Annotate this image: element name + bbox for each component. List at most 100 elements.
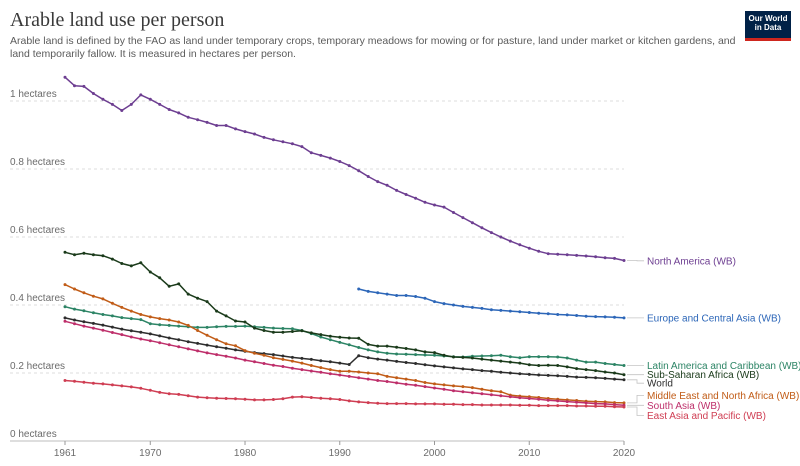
data-point[interactable] [433, 386, 436, 390]
data-point[interactable] [205, 325, 209, 329]
data-point[interactable] [423, 350, 427, 354]
data-point[interactable] [196, 118, 200, 122]
data-point[interactable] [186, 292, 190, 296]
data-point[interactable] [243, 349, 247, 353]
data-point[interactable] [527, 311, 531, 314]
data-point[interactable] [224, 346, 228, 350]
data-point[interactable] [527, 246, 531, 250]
data-point[interactable] [404, 402, 408, 406]
data-point[interactable] [63, 305, 67, 309]
data-point[interactable] [139, 261, 143, 265]
data-point[interactable] [357, 354, 361, 358]
data-point[interactable] [594, 360, 598, 364]
data-point[interactable] [556, 355, 560, 359]
data-point[interactable] [565, 400, 569, 404]
data-point[interactable] [110, 102, 114, 106]
data-point[interactable] [253, 326, 256, 330]
data-point[interactable] [395, 188, 399, 192]
data-point[interactable] [177, 338, 181, 342]
data-point[interactable] [177, 282, 181, 286]
data-point[interactable] [565, 253, 569, 257]
data-point[interactable] [347, 164, 351, 168]
series-line[interactable] [64, 379, 625, 408]
data-point[interactable] [565, 313, 569, 317]
data-point[interactable] [139, 93, 143, 97]
data-point[interactable] [518, 356, 522, 360]
series-line[interactable] [64, 305, 625, 367]
data-point[interactable] [101, 254, 105, 258]
data-point[interactable] [622, 259, 626, 262]
data-point[interactable] [129, 264, 133, 268]
data-point[interactable] [196, 395, 200, 399]
data-point[interactable] [177, 392, 181, 396]
data-point[interactable] [423, 363, 427, 367]
data-point[interactable] [575, 400, 579, 404]
data-point[interactable] [271, 330, 275, 334]
data-point[interactable] [63, 283, 67, 287]
data-point[interactable] [499, 370, 503, 374]
data-point[interactable] [167, 343, 171, 347]
data-point[interactable] [290, 395, 294, 399]
data-point[interactable] [82, 320, 86, 324]
series-7[interactable] [63, 379, 626, 409]
data-point[interactable] [338, 398, 342, 401]
data-point[interactable] [243, 324, 247, 328]
data-point[interactable] [129, 309, 133, 313]
series-3[interactable] [63, 250, 626, 377]
data-point[interactable] [546, 404, 550, 408]
data-point[interactable] [347, 374, 351, 378]
data-point[interactable] [518, 372, 522, 376]
data-point[interactable] [594, 369, 598, 373]
data-point[interactable] [129, 329, 133, 333]
data-point[interactable] [537, 355, 541, 359]
data-point[interactable] [499, 403, 503, 407]
data-point[interactable] [414, 383, 418, 387]
data-point[interactable] [594, 376, 598, 380]
data-point[interactable] [461, 367, 465, 371]
data-point[interactable] [205, 343, 209, 347]
data-point[interactable] [281, 354, 285, 358]
data-point[interactable] [215, 124, 219, 127]
data-point[interactable] [148, 315, 152, 319]
data-point[interactable] [357, 336, 361, 340]
data-point[interactable] [537, 397, 541, 401]
data-point[interactable] [480, 369, 484, 373]
data-point[interactable] [442, 402, 446, 406]
data-point[interactable] [300, 395, 304, 399]
data-point[interactable] [489, 389, 493, 393]
data-point[interactable] [290, 142, 294, 146]
data-point[interactable] [338, 369, 342, 373]
data-point[interactable] [120, 109, 124, 112]
data-point[interactable] [442, 205, 446, 209]
data-point[interactable] [129, 317, 133, 321]
data-point[interactable] [253, 398, 256, 402]
data-point[interactable] [167, 323, 171, 327]
data-point[interactable] [527, 403, 531, 407]
data-point[interactable] [205, 396, 209, 400]
series-line[interactable] [64, 76, 625, 262]
data-point[interactable] [91, 294, 95, 298]
data-point[interactable] [253, 360, 256, 364]
data-point[interactable] [63, 316, 67, 320]
data-point[interactable] [518, 396, 522, 400]
data-point[interactable] [91, 253, 95, 257]
data-point[interactable] [499, 359, 503, 363]
data-point[interactable] [470, 356, 474, 360]
data-point[interactable] [338, 373, 342, 377]
data-point[interactable] [395, 376, 399, 380]
data-point[interactable] [110, 383, 114, 387]
data-point[interactable] [120, 327, 124, 331]
data-point[interactable] [271, 326, 275, 330]
data-point[interactable] [205, 333, 209, 337]
data-point[interactable] [508, 239, 512, 243]
data-point[interactable] [281, 357, 285, 361]
data-point[interactable] [461, 355, 465, 359]
data-point[interactable] [167, 318, 171, 322]
data-point[interactable] [508, 355, 512, 359]
data-point[interactable] [319, 396, 323, 400]
data-point[interactable] [603, 370, 607, 374]
data-point[interactable] [470, 305, 474, 309]
data-point[interactable] [575, 367, 579, 371]
data-point[interactable] [129, 335, 133, 339]
data-point[interactable] [357, 346, 361, 349]
